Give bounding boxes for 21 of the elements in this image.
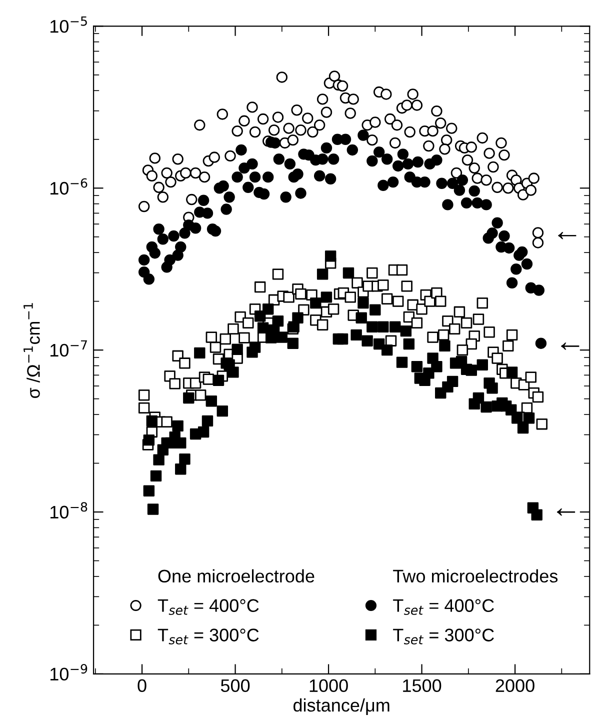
y-tick-label: 10$^{−5}$ xyxy=(50,16,87,33)
legend-label: T$_{set}$ = 400°C xyxy=(393,599,494,615)
annotation: ← xyxy=(558,232,576,240)
x-tick-label: 1000 xyxy=(310,679,348,692)
annotation: ← xyxy=(561,342,580,350)
x-tick-label: 1500 xyxy=(403,679,442,692)
annotation: One microelectrode xyxy=(158,569,314,583)
x-tick-label: 500 xyxy=(220,679,250,692)
x-tick-label: 0 xyxy=(138,679,146,692)
y-tick-label: 10$^{−6}$ xyxy=(50,178,88,195)
y-tick-label: 10$^{−8}$ xyxy=(50,502,88,519)
y-tick-label: 10$^{−9}$ xyxy=(50,664,88,681)
annotation: ← xyxy=(556,508,576,516)
legend-label: T$_{set}$ = 300°C xyxy=(158,628,259,644)
legend-label: T$_{set}$ = 300°C xyxy=(393,628,494,644)
annotation: Two microelectrodes xyxy=(393,569,558,583)
y-axis-title: σ /Ω$^{−1}$cm$^{−1}$ xyxy=(24,303,40,398)
x-tick-label: 2000 xyxy=(496,679,534,692)
y-tick-label: 10$^{−7}$ xyxy=(50,340,87,357)
x-axis-title: distance/μm xyxy=(293,698,390,715)
legend-label: T$_{set}$ = 400°C xyxy=(158,599,259,615)
